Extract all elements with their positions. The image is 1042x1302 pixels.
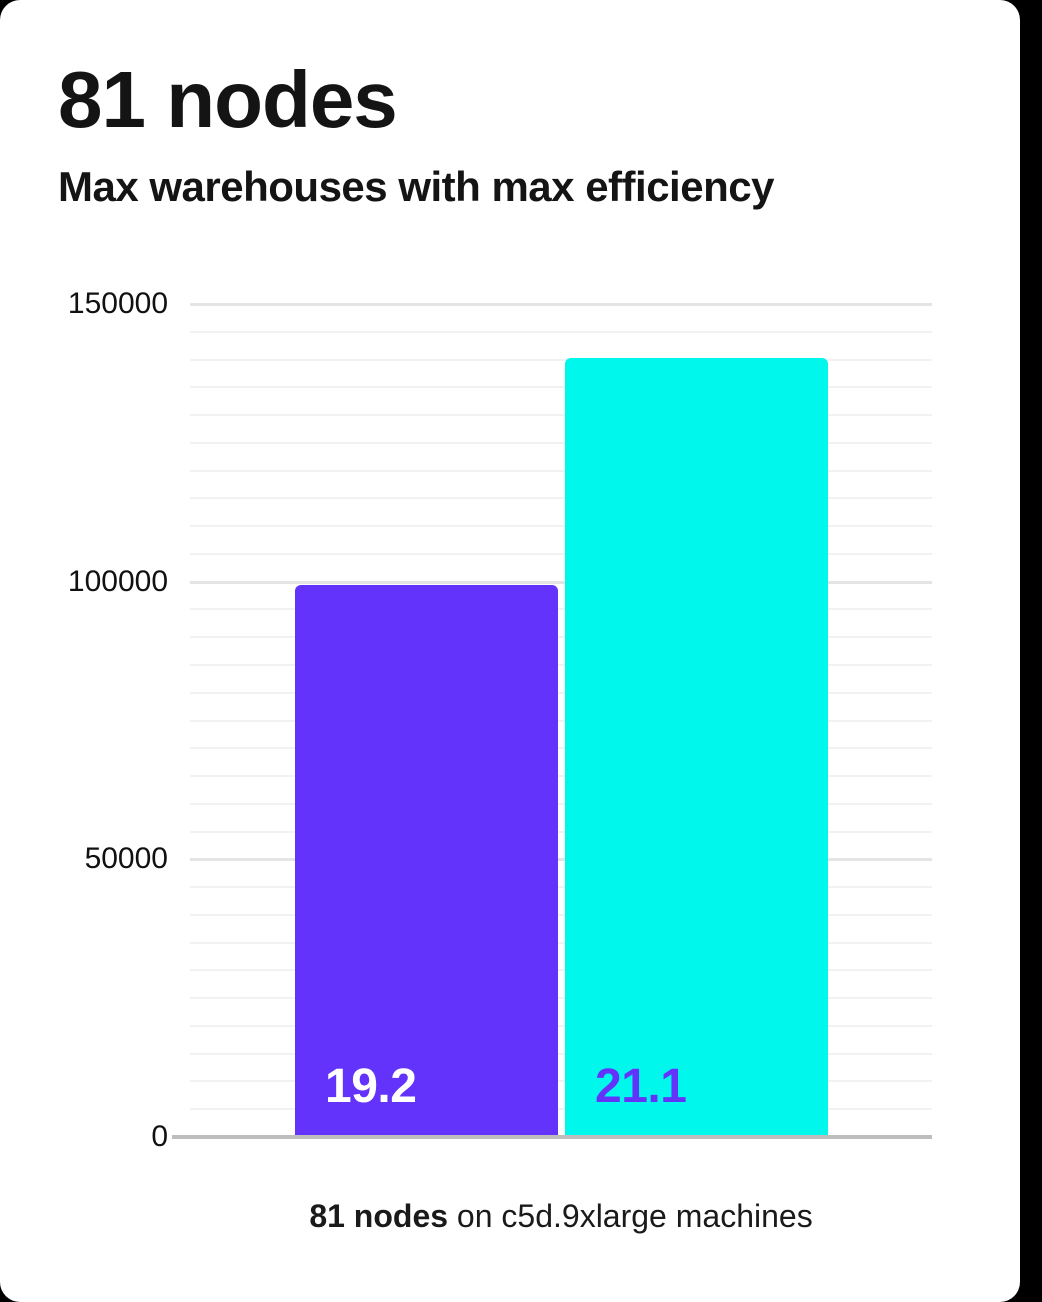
bar-value-label: 19.2 bbox=[325, 1060, 417, 1113]
minor-gridline bbox=[190, 719, 932, 722]
caption-regular-text: on c5d.9xlarge machines bbox=[448, 1198, 813, 1234]
minor-gridline bbox=[190, 1052, 932, 1055]
minor-gridline bbox=[190, 636, 932, 639]
minor-gridline bbox=[190, 1080, 932, 1083]
minor-gridline bbox=[190, 386, 932, 389]
minor-gridline bbox=[190, 691, 932, 694]
minor-gridline bbox=[190, 414, 932, 417]
y-axis-tick-label: 0 bbox=[151, 1120, 168, 1153]
y-axis-tick-label: 100000 bbox=[67, 564, 168, 598]
y-axis-tick-label: 150000 bbox=[67, 287, 168, 320]
caption-bold-text: 81 nodes bbox=[309, 1198, 449, 1234]
bar-1: 19.2 bbox=[295, 585, 558, 1137]
major-gridline bbox=[190, 858, 932, 862]
minor-gridline bbox=[190, 663, 932, 666]
major-gridline bbox=[190, 580, 932, 584]
minor-gridline bbox=[190, 969, 932, 972]
minor-gridline bbox=[190, 775, 932, 778]
chart-caption: 81 nodes on c5d.9xlarge machines bbox=[190, 1196, 932, 1236]
minor-gridline bbox=[190, 1024, 932, 1027]
bar-value-label: 21.1 bbox=[595, 1060, 687, 1113]
chart-card: 81 nodes Max warehouses with max efficie… bbox=[0, 0, 1020, 1302]
minor-gridline bbox=[190, 747, 932, 750]
minor-gridline bbox=[190, 525, 932, 528]
minor-gridline bbox=[190, 497, 932, 500]
minor-gridline bbox=[190, 469, 932, 472]
page-title: 81 nodes bbox=[58, 55, 398, 144]
minor-gridline bbox=[190, 802, 932, 805]
minor-gridline bbox=[190, 552, 932, 555]
bar-2: 21.1 bbox=[565, 358, 828, 1137]
page-subtitle: Max warehouses with max efficiency bbox=[58, 163, 774, 210]
minor-gridline bbox=[190, 997, 932, 1000]
plot-area: 19.2 21.1 bbox=[190, 303, 932, 1137]
minor-gridline bbox=[190, 886, 932, 889]
y-axis: 0 50000 100000 150000 bbox=[0, 287, 168, 1153]
minor-gridline bbox=[190, 1108, 932, 1111]
y-axis-tick-label: 50000 bbox=[84, 842, 168, 876]
minor-gridline bbox=[190, 830, 932, 833]
major-gridline bbox=[190, 303, 932, 306]
minor-gridline bbox=[190, 608, 932, 611]
minor-gridline bbox=[190, 330, 932, 333]
minor-gridline bbox=[190, 913, 932, 916]
minor-gridline bbox=[190, 441, 932, 444]
minor-gridline bbox=[190, 358, 932, 361]
minor-gridline bbox=[190, 941, 932, 944]
x-axis-line bbox=[172, 1135, 932, 1139]
